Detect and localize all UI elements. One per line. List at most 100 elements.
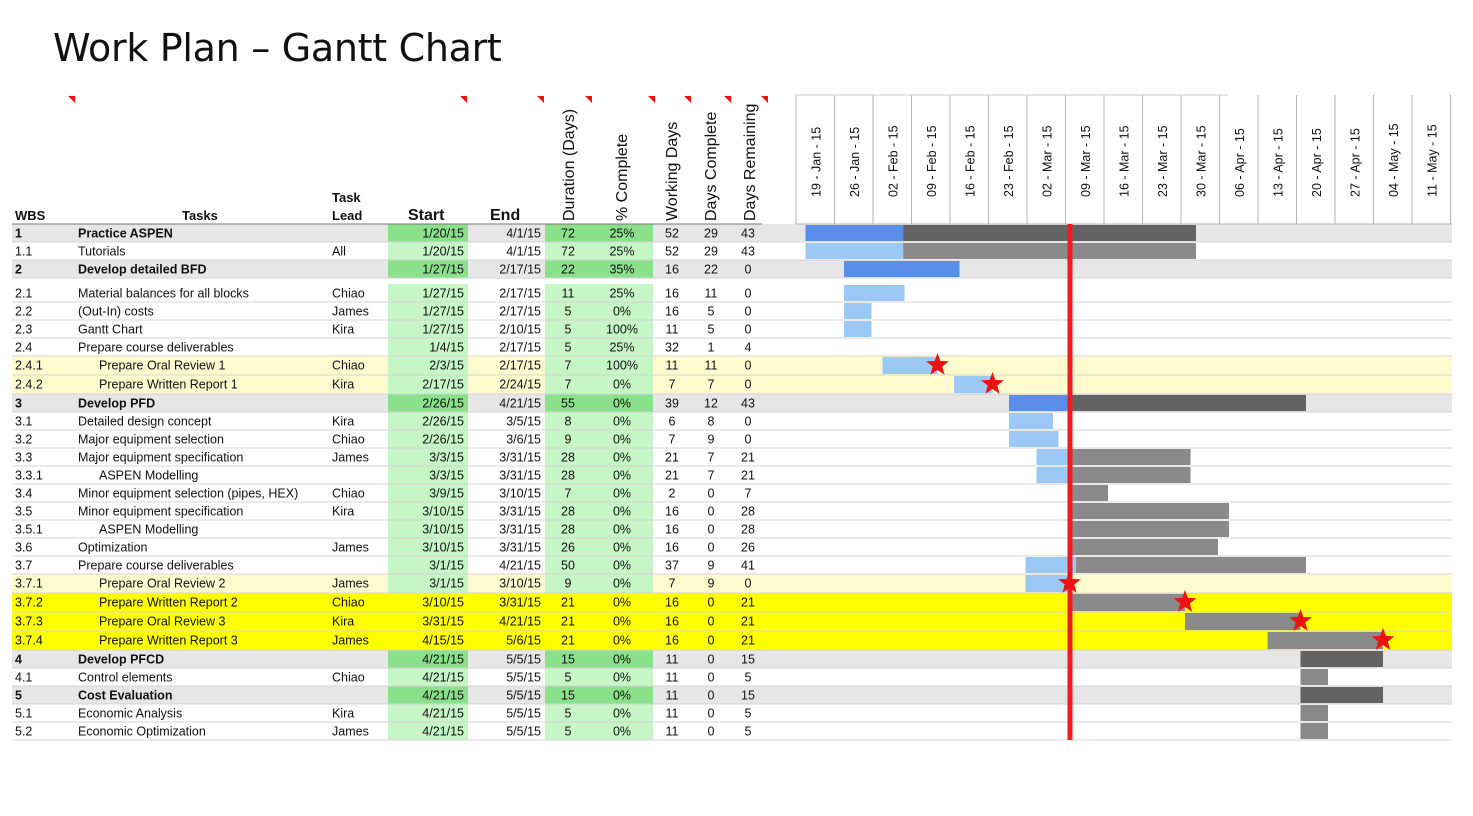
cell-duration: 21 bbox=[561, 615, 575, 629]
cell-wbs: 2.1 bbox=[15, 287, 32, 301]
cell-remaining: 21 bbox=[741, 596, 755, 610]
cell-done: 9 bbox=[708, 433, 715, 447]
cell-start: 3/10/15 bbox=[422, 523, 464, 537]
cell-done: 0 bbox=[708, 707, 715, 721]
cell-duration: 15 bbox=[561, 653, 575, 667]
week-label: 04 - May - 15 bbox=[1387, 123, 1401, 197]
row-background bbox=[12, 612, 1452, 631]
table-row: 3.1 Detailed design concept Kira 2/26/15 3/5… bbox=[15, 415, 752, 429]
cell-remaining: 43 bbox=[741, 245, 755, 259]
week-label: 26 - Jan - 15 bbox=[848, 127, 862, 197]
cell-pct: 0% bbox=[613, 615, 631, 629]
cell-remaining: 5 bbox=[745, 707, 752, 721]
pct-cell bbox=[593, 260, 653, 278]
bar-remaining bbox=[1267, 632, 1383, 649]
cell-working: 2 bbox=[669, 487, 676, 501]
cell-duration: 7 bbox=[565, 359, 572, 373]
table-row: 1 Practice ASPEN 1/20/15 4/1/15 72 25% 52 29 43 bbox=[15, 227, 755, 241]
cell-remaining: 0 bbox=[745, 378, 752, 392]
comment-marker bbox=[684, 96, 691, 103]
table-row: 3.5.1 ASPEN Modelling 3/10/15 3/31/15 28 0% 16… bbox=[15, 523, 755, 537]
cell-end: 3/31/15 bbox=[499, 505, 541, 519]
duration-cell bbox=[545, 686, 593, 704]
table-row: 2.4 Prepare course deliverables 1/4/15 2/17… bbox=[15, 341, 752, 355]
cell-done: 29 bbox=[704, 227, 718, 241]
duration-cell bbox=[545, 502, 593, 520]
cell-start: 4/21/15 bbox=[422, 671, 464, 685]
header-duration: Duration (Days) bbox=[561, 109, 578, 221]
milestone-star bbox=[1289, 609, 1312, 631]
cell-lead: James bbox=[332, 305, 369, 319]
start-cell bbox=[388, 302, 468, 320]
cell-lead: Kira bbox=[332, 615, 354, 629]
cell-duration: 5 bbox=[565, 707, 572, 721]
cell-start: 2/26/15 bbox=[422, 415, 464, 429]
cell-pct: 0% bbox=[613, 397, 631, 411]
cell-duration: 21 bbox=[561, 634, 575, 648]
table-row: 3.3 Major equipment specification James 3/3… bbox=[15, 451, 755, 465]
cell-end: 5/5/15 bbox=[506, 725, 541, 739]
pct-cell bbox=[593, 704, 653, 722]
cell-lead: Chiao bbox=[332, 287, 365, 301]
cell-task: Economic Optimization bbox=[78, 725, 206, 739]
cell-duration: 26 bbox=[561, 541, 575, 555]
cell-working: 16 bbox=[665, 596, 679, 610]
duration-cell bbox=[545, 668, 593, 686]
cell-working: 21 bbox=[665, 469, 679, 483]
cell-done: 0 bbox=[708, 505, 715, 519]
cell-wbs: 3.7.4 bbox=[15, 634, 43, 648]
cell-start: 3/3/15 bbox=[429, 451, 464, 465]
cell-end: 4/1/15 bbox=[506, 245, 541, 259]
table-row: 2.4.1 Prepare Oral Review 1 Chiao 2/3/15 2/1… bbox=[15, 359, 752, 373]
cell-working: 7 bbox=[669, 433, 676, 447]
cell-remaining: 0 bbox=[745, 287, 752, 301]
cell-working: 16 bbox=[665, 505, 679, 519]
cell-lead: James bbox=[332, 541, 369, 555]
cell-end: 4/21/15 bbox=[499, 559, 541, 573]
duration-cell bbox=[545, 412, 593, 430]
cell-pct: 0% bbox=[613, 415, 631, 429]
cell-done: 7 bbox=[708, 378, 715, 392]
start-cell bbox=[388, 338, 468, 356]
cell-lead: Chiao bbox=[332, 596, 365, 610]
cell-done: 11 bbox=[705, 359, 718, 373]
week-label: 30 - Mar - 15 bbox=[1194, 125, 1208, 197]
start-cell bbox=[388, 538, 468, 556]
comment-marker bbox=[585, 96, 592, 103]
cell-start: 4/15/15 bbox=[422, 634, 464, 648]
start-cell bbox=[388, 502, 468, 520]
cell-working: 16 bbox=[665, 263, 679, 277]
cell-remaining: 0 bbox=[745, 577, 752, 591]
cell-remaining: 43 bbox=[741, 397, 755, 411]
pct-cell bbox=[593, 412, 653, 430]
duration-cell bbox=[545, 574, 593, 593]
bar-remaining bbox=[1070, 449, 1191, 465]
table-row: 3.7.1 Prepare Oral Review 2 James 3/1/15 3/1… bbox=[15, 577, 752, 591]
cell-wbs: 2.4 bbox=[15, 341, 32, 355]
cell-remaining: 5 bbox=[745, 725, 752, 739]
week-label: 02 - Feb - 15 bbox=[886, 125, 900, 197]
bar-remaining bbox=[903, 225, 1196, 241]
start-cell bbox=[388, 556, 468, 574]
cell-start: 1/20/15 bbox=[422, 227, 464, 241]
cell-task: Practice ASPEN bbox=[78, 227, 173, 241]
cell-working: 16 bbox=[665, 287, 679, 301]
cell-start: 3/10/15 bbox=[422, 541, 464, 555]
cell-duration: 11 bbox=[562, 287, 575, 301]
row-background bbox=[12, 574, 1452, 593]
cell-task: Develop detailed BFD bbox=[78, 263, 207, 277]
duration-cell bbox=[545, 556, 593, 574]
cell-pct: 0% bbox=[613, 559, 631, 573]
pct-cell bbox=[593, 284, 653, 302]
cell-task: Prepare Written Report 3 bbox=[99, 634, 238, 648]
cell-working: 11 bbox=[666, 725, 679, 739]
cell-start: 1/27/15 bbox=[422, 263, 464, 277]
cell-remaining: 0 bbox=[745, 433, 752, 447]
pct-cell bbox=[593, 242, 653, 260]
start-cell bbox=[388, 242, 468, 260]
cell-remaining: 0 bbox=[745, 263, 752, 277]
table-row: 3 Develop PFD 2/26/15 4/21/15 55 0% 39 12 43 bbox=[15, 397, 755, 411]
row-backgrounds bbox=[12, 224, 1452, 740]
week-label: 23 - Mar - 15 bbox=[1156, 125, 1170, 197]
cell-end: 4/1/15 bbox=[506, 227, 541, 241]
